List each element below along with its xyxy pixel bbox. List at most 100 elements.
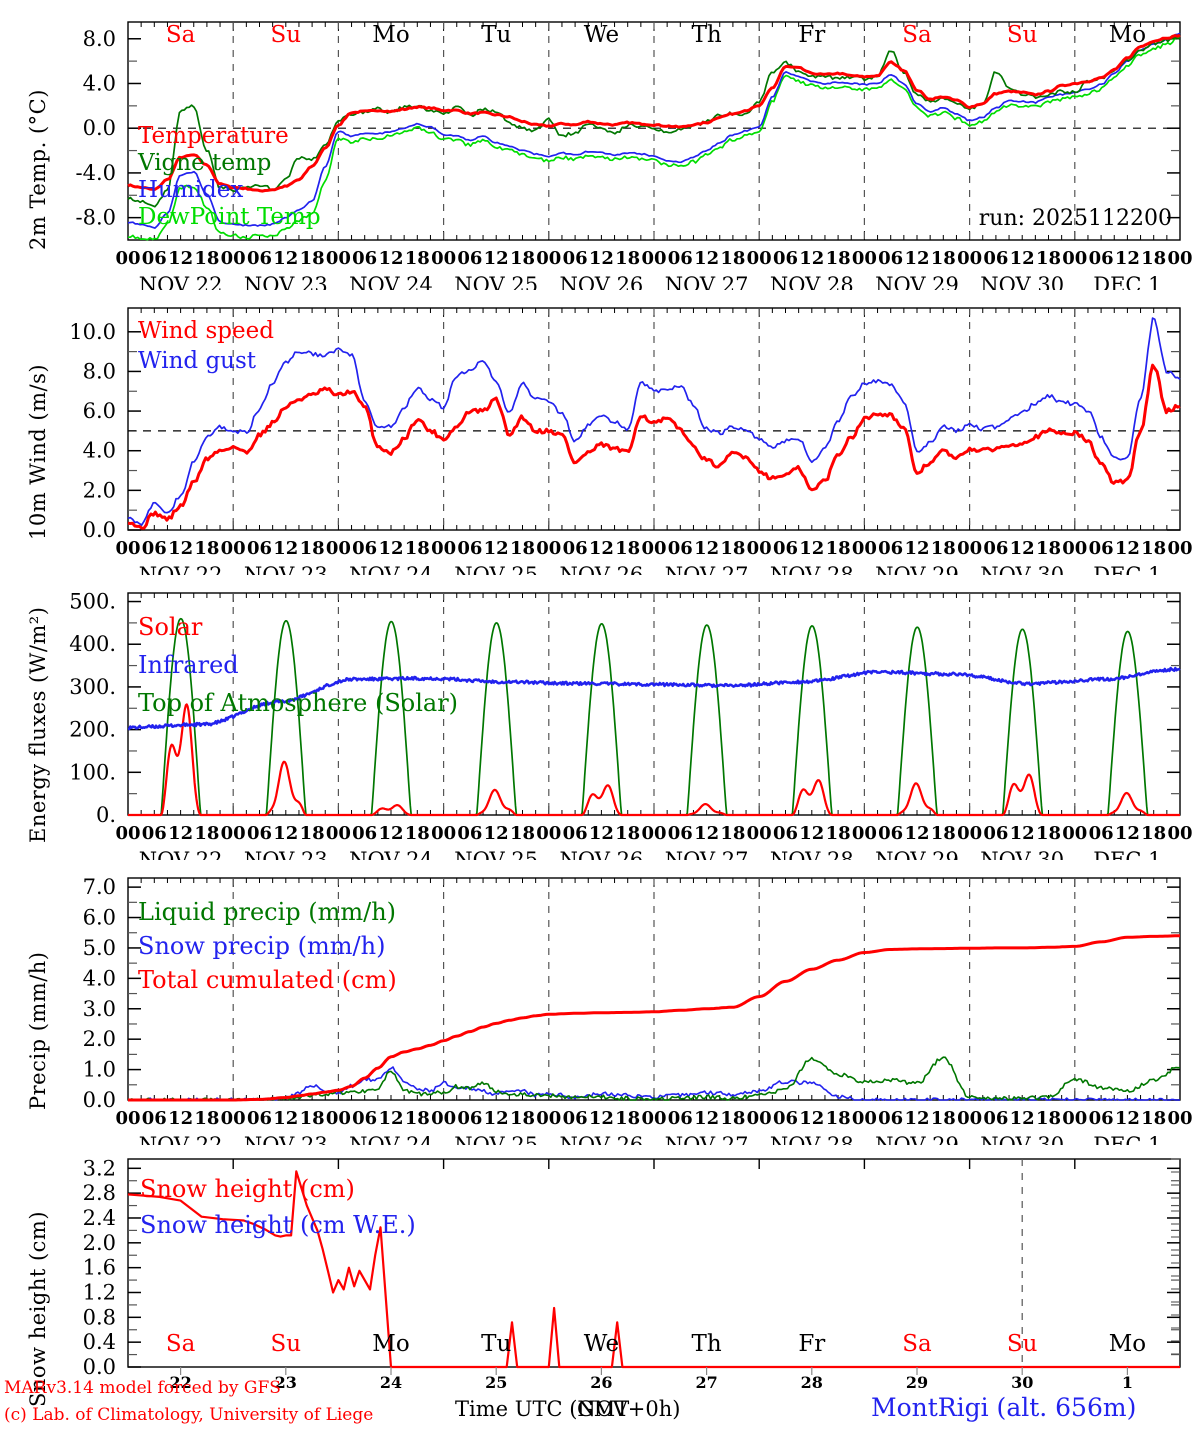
x-hour-label: 00 [221, 1108, 246, 1129]
x-date-label: NOV 28 [770, 273, 854, 290]
x-hour-label: 18 [194, 538, 219, 559]
y-tick-label: 1.6 [83, 1256, 116, 1280]
x-date-label: NOV 22 [139, 563, 223, 575]
x-date-label: NOV 26 [560, 848, 644, 860]
time-axis-label: Time UTC (NOV+0h) [455, 1397, 681, 1421]
temperature-y-axis-label: 2m Temp. (°C) [26, 89, 50, 250]
x-hour-label: 00 [431, 1108, 456, 1129]
x-hour-label: 12 [484, 538, 509, 559]
day-of-week-label: Sa [166, 22, 196, 48]
y-tick-label: 4.0 [83, 439, 116, 463]
x-hour-label: 06 [457, 248, 482, 269]
precip-plot: 0.0 1.0 2.0 3.0 4.0 5.0 6.0 7.0 Liquid precip (m… [83, 875, 1193, 1145]
y-tick-label: -8.0 [76, 206, 117, 230]
x-hour-label: 12 [1115, 1108, 1140, 1129]
day-of-week-label: Fr [798, 1331, 825, 1357]
day-of-week-label: Th [692, 22, 722, 48]
x-hour-label: 00 [326, 1108, 351, 1129]
x-hour-label: 06 [563, 1108, 588, 1129]
x-hour-label: 06 [878, 248, 903, 269]
y-tick-label: 200. [69, 718, 116, 742]
x-hour-label: 00 [1167, 1108, 1192, 1129]
y-tick-label: 0.8 [83, 1305, 116, 1329]
legend-infrared: Infrared [138, 651, 239, 679]
wind-y-axis-label: 10m Wind (m/s) [26, 363, 50, 540]
y-tick-label: 6.0 [83, 399, 116, 423]
x-hour-label: 06 [878, 538, 903, 559]
y-tick-label: 100. [69, 760, 116, 784]
x-date-label: DEC 1 [1093, 848, 1161, 860]
day-of-week-label: Su [271, 1331, 302, 1357]
x-hour-label: 00 [957, 248, 982, 269]
x-hour-label: 00 [852, 1108, 877, 1129]
precip-y-axis-label: Precip (mm/h) [26, 951, 50, 1110]
x-short-date-label: 25 [485, 1373, 507, 1392]
day-of-week-label: Mo [1109, 1331, 1146, 1357]
x-hour-label: 18 [510, 538, 535, 559]
x-hour-label: 06 [563, 248, 588, 269]
x-hour-label: 00 [536, 823, 561, 844]
wind-plot: 0.0 2.0 4.0 6.0 8.0 10.0 Wind speed Wind gust 00… [69, 307, 1193, 575]
x-hour-label: 06 [457, 823, 482, 844]
energy-plot: 0. 100. 200. 300. 400. 500. Solar Infrared Top o… [69, 590, 1192, 860]
panel-energy: Energy fluxes (W/m²) 0. 100. 200. 300. 400. 5… [0, 575, 1194, 860]
x-hour-label: 00 [115, 1108, 140, 1129]
day-of-week-label: Sa [166, 1331, 196, 1357]
x-hour-label: 18 [1141, 823, 1166, 844]
x-short-date-label: 22 [169, 1373, 191, 1392]
x-hour-label: 00 [852, 823, 877, 844]
series-wind-gust [127, 317, 1181, 526]
x-hour-label: 12 [799, 538, 824, 559]
x-hour-label: 06 [563, 538, 588, 559]
x-hour-label: 12 [904, 1108, 929, 1129]
x-hour-label: 00 [852, 248, 877, 269]
x-hour-label: 12 [1115, 538, 1140, 559]
panel-wind: 10m Wind (m/s) 0.0 2.0 4.0 6.0 8.0 10.0 Wind s… [0, 290, 1194, 575]
x-date-label: NOV 26 [560, 273, 644, 290]
x-hour-label: 18 [931, 248, 956, 269]
x-hour-label: 06 [457, 538, 482, 559]
x-hour-label: 06 [142, 538, 167, 559]
x-hour-label: 12 [484, 1108, 509, 1129]
x-date-label: NOV 22 [139, 848, 223, 860]
x-hour-label: 06 [1089, 248, 1114, 269]
y-tick-label: 2.0 [83, 1027, 116, 1051]
x-hour-label: 00 [115, 538, 140, 559]
x-hour-label: 12 [378, 538, 403, 559]
day-of-week-label: We [584, 1331, 619, 1357]
series-dewpoint-temp [128, 37, 1181, 241]
x-hour-label: 18 [931, 1108, 956, 1129]
y-tick-label: 0. [96, 803, 116, 827]
x-hour-label: 18 [510, 823, 535, 844]
x-hour-label: 12 [589, 1108, 614, 1129]
x-hour-label: 00 [1062, 823, 1087, 844]
x-hour-label: 18 [1141, 538, 1166, 559]
legend-solar: Solar [138, 613, 203, 641]
x-hour-label: 06 [773, 538, 798, 559]
series-snow-height [127, 1170, 1180, 1369]
x-hour-label: 00 [431, 823, 456, 844]
x-date-label: NOV 30 [980, 1133, 1064, 1145]
x-hour-label: 12 [589, 538, 614, 559]
x-hour-label: 12 [589, 248, 614, 269]
x-hour-label: 06 [457, 1108, 482, 1129]
panel-snow: Snow height (cm) 0.0 0.4 0.8 1.2 1.6 2.0 2.4 2.… [0, 1145, 1194, 1407]
y-tick-label: 300. [69, 675, 116, 699]
x-hour-label: 18 [1141, 1108, 1166, 1129]
x-hour-label: 06 [352, 538, 377, 559]
x-hour-label: 06 [247, 248, 272, 269]
x-hour-label: 06 [352, 1108, 377, 1129]
x-hour-label: 18 [194, 248, 219, 269]
x-hour-label: 18 [615, 538, 640, 559]
x-hour-label: 12 [168, 1108, 193, 1129]
x-date-label: NOV 27 [665, 1133, 749, 1145]
x-hour-label: 18 [405, 538, 430, 559]
legend-snow-height-we: Snow height (cm W.E.) [140, 1211, 416, 1239]
x-hour-label: 18 [194, 823, 219, 844]
legend-wind-gust: Wind gust [138, 348, 257, 374]
y-tick-label: 10.0 [69, 320, 116, 344]
legend-total: Total cumulated (cm) [138, 966, 397, 994]
x-hour-label: 00 [1062, 248, 1087, 269]
time-axis-label-overlap: GMT [577, 1397, 630, 1421]
x-hour-label: 12 [1010, 538, 1035, 559]
